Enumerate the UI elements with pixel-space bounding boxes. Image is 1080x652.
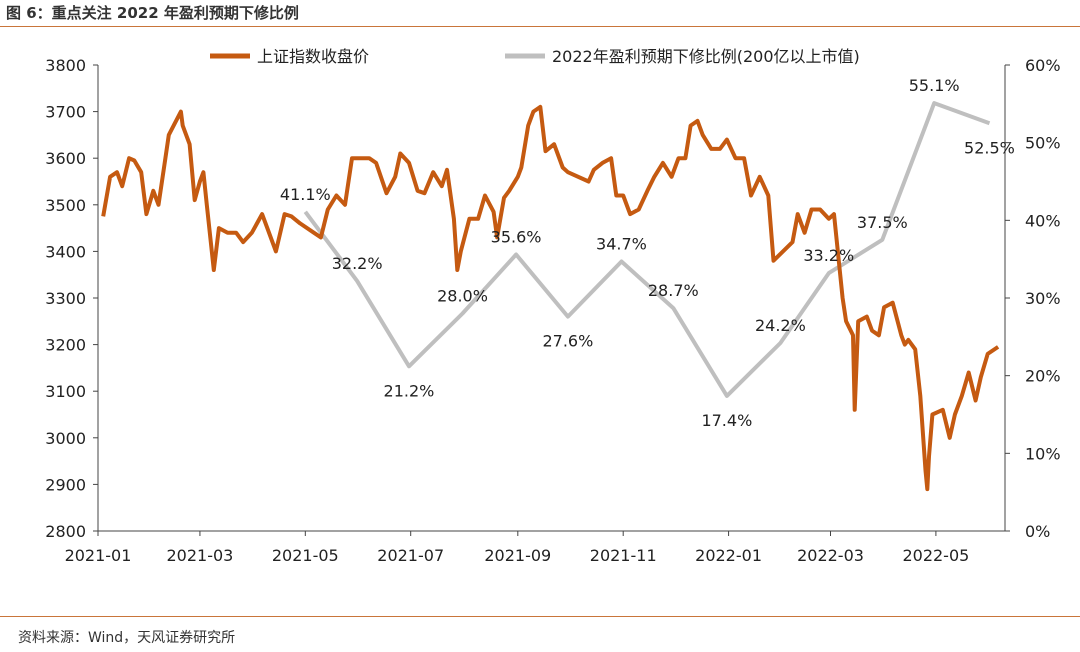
data-label: 24.2% — [755, 316, 806, 335]
x-tick-label: 2021-11 — [590, 546, 657, 565]
line-chart: 上证指数收盘价 2022年盈利预期下修比例(200亿以上市值) 2800 2900… — [45, 47, 1060, 565]
data-label: 28.0% — [437, 287, 488, 306]
top-rule — [0, 26, 1080, 27]
x-tick-label: 2021-07 — [377, 546, 444, 565]
y-left-tick-label: 3500 — [45, 196, 86, 215]
y-left-tick-label: 3400 — [45, 242, 86, 261]
data-label: 21.2% — [384, 381, 435, 400]
legend-label-downgrade-ratio: 2022年盈利预期下修比例(200亿以上市值) — [552, 47, 860, 66]
y-left-tick-label: 3300 — [45, 289, 86, 308]
x-tick-label: 2022-05 — [902, 546, 969, 565]
data-label: 28.7% — [648, 281, 699, 300]
axes: 2800 2900 3000 3100 3200 3300 3400 3500 3600 3700… — [45, 56, 1060, 565]
data-label: 32.2% — [332, 254, 383, 273]
x-tick-label: 2021-01 — [65, 546, 132, 565]
y-left-tick-label: 3000 — [45, 429, 86, 448]
y-left-tick-label: 2800 — [45, 522, 86, 541]
y-right-tick-label: 20% — [1025, 367, 1061, 386]
figure-title: 图 6：重点关注 2022 年盈利预期下修比例 — [6, 4, 299, 22]
x-tick-label: 2022-03 — [797, 546, 864, 565]
series-line-downgrade-ratio — [303, 101, 991, 398]
data-label: 55.1% — [909, 76, 960, 95]
y-right-tick-label: 40% — [1025, 211, 1061, 230]
y-left-tick-label: 3200 — [45, 336, 86, 355]
data-label: 33.2% — [803, 246, 854, 265]
series-layer — [101, 101, 1000, 492]
y-left-tick-label: 3700 — [45, 103, 86, 122]
x-tick-label: 2021-09 — [484, 546, 551, 565]
legend: 上证指数收盘价 2022年盈利预期下修比例(200亿以上市值) — [210, 47, 860, 66]
x-tick-label: 2022-01 — [695, 546, 762, 565]
bottom-rule — [0, 616, 1080, 617]
y-right-tick-label: 0% — [1025, 522, 1050, 541]
x-tick-label: 2021-03 — [166, 546, 233, 565]
y-left-tick-label: 3800 — [45, 56, 86, 75]
data-label: 17.4% — [701, 411, 752, 430]
data-labels: 41.1% 32.2% 21.2% 28.0% 35.6% 27.6% 34.7% 28.7%… — [280, 76, 1015, 430]
data-label: 37.5% — [857, 213, 908, 232]
y-right-tick-label: 60% — [1025, 56, 1061, 75]
data-label: 35.6% — [491, 228, 542, 247]
source-note: 资料来源：Wind，天风证券研究所 — [18, 630, 236, 646]
series-line-sh-index — [101, 104, 1000, 492]
data-label: 41.1% — [280, 185, 331, 204]
y-left-tick-label: 3600 — [45, 149, 86, 168]
x-tick-label: 2021-05 — [272, 546, 339, 565]
data-label: 52.5% — [964, 138, 1015, 157]
y-right-tick-label: 30% — [1025, 289, 1061, 308]
data-label: 34.7% — [596, 234, 647, 253]
y-left-tick-label: 3100 — [45, 382, 86, 401]
y-left-tick-label: 2900 — [45, 475, 86, 494]
y-right-tick-label: 50% — [1025, 134, 1061, 153]
data-label: 27.6% — [542, 332, 593, 351]
y-right-tick-label: 10% — [1025, 444, 1061, 463]
legend-label-sh-index: 上证指数收盘价 — [257, 47, 369, 66]
